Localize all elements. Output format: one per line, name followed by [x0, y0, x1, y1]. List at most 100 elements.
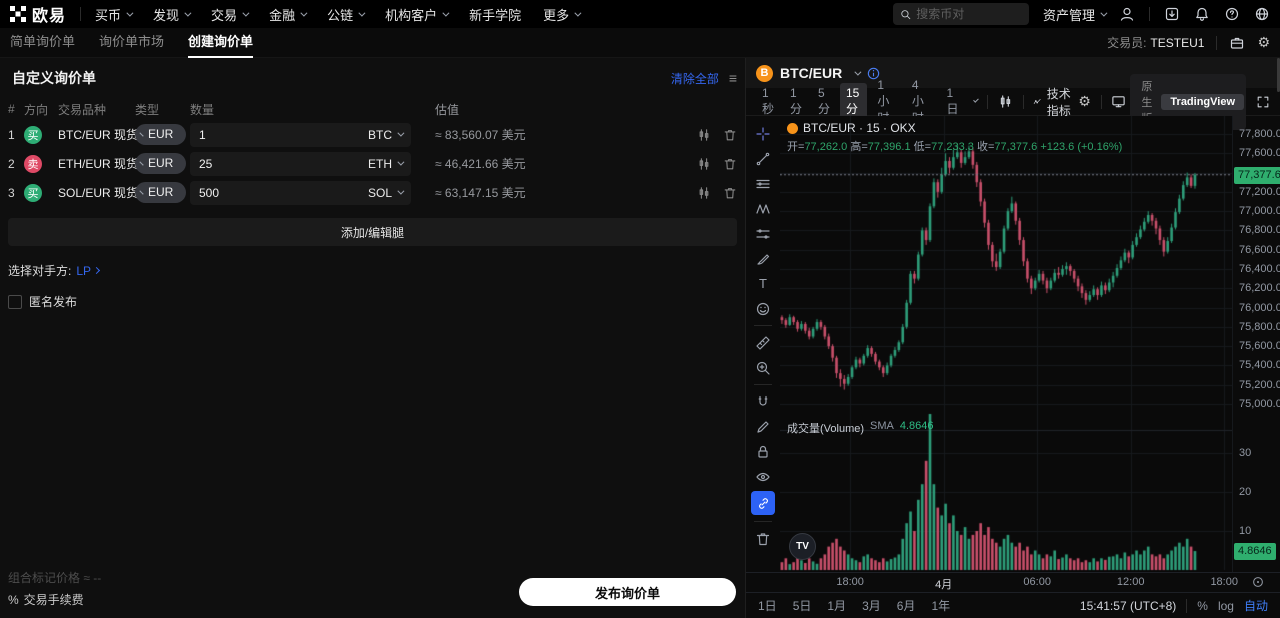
range-6mo[interactable]: 6月	[896, 599, 916, 613]
btc-coin-icon: B	[756, 64, 773, 82]
edit-lock-tool[interactable]	[750, 414, 776, 439]
download-app-icon[interactable]	[1164, 6, 1180, 22]
go-to-realtime-icon[interactable]	[1251, 575, 1265, 589]
page-scrollbar[interactable]	[1277, 58, 1280, 92]
hide-drawings-tool[interactable]	[750, 464, 776, 489]
range-1mo[interactable]: 1月	[827, 599, 847, 613]
range-1y[interactable]: 1年	[931, 599, 951, 613]
pair-selector[interactable]: BTC/EUR 现货	[58, 126, 144, 143]
time-axis[interactable]: 18:00 4月 06:00 12:00 18:00	[746, 572, 1280, 592]
percent-scale-toggle[interactable]: %	[1197, 598, 1208, 613]
indicators-button[interactable]: 技术指标	[1033, 85, 1074, 119]
publish-rfq-button[interactable]: 发布询价单	[519, 578, 736, 606]
price-axis[interactable]: 77,377.6 4.8646 77,800.077,600.077,400.0…	[1232, 116, 1280, 572]
nav-item-academy[interactable]: 新手学院	[469, 7, 522, 23]
user-icon[interactable]	[1119, 6, 1135, 22]
search-box[interactable]	[892, 3, 1029, 25]
price-tick-label: 77,000.0	[1239, 205, 1280, 218]
clear-all-link[interactable]: 清除全部	[670, 71, 719, 86]
remove-drawings-trash-tool[interactable]	[750, 526, 776, 551]
xabcd-pattern-tool[interactable]	[750, 196, 776, 221]
tab-simple-rfq[interactable]: 简单询价单	[10, 33, 76, 49]
nav-item-discover[interactable]: 发现	[153, 5, 192, 24]
unit-dropdown[interactable]: BTC	[368, 128, 405, 142]
nav-item-trade[interactable]: 交易	[211, 5, 250, 24]
unit-dropdown[interactable]: SOL	[368, 186, 405, 200]
nav-item-finance[interactable]: 金融	[269, 5, 308, 24]
layout-icon[interactable]	[1111, 94, 1126, 109]
pair-selector[interactable]: ETH/EUR 现货	[58, 155, 144, 172]
panel-menu-icon[interactable]: ≡	[728, 70, 737, 86]
auto-scale-toggle[interactable]: 自动	[1243, 599, 1268, 613]
chevron-down-icon[interactable]	[973, 97, 980, 104]
main-area: 自定义询价单 清除全部 ≡ # 方向 交易品种 类型 数量 估值 1 买 BTC…	[0, 58, 1280, 618]
measure-ruler-tool[interactable]	[750, 330, 776, 355]
type-pill[interactable]: EUR	[135, 124, 187, 145]
period-5m[interactable]: 5分	[818, 86, 831, 116]
period-1d[interactable]: 1日	[946, 86, 959, 116]
range-1d[interactable]: 1日	[758, 599, 777, 613]
fullscreen-icon[interactable]	[1256, 95, 1270, 109]
candlestick-chart-canvas[interactable]	[780, 116, 1232, 572]
nav-item-chain[interactable]: 公链	[327, 5, 366, 24]
lines-tool[interactable]	[750, 171, 776, 196]
magnet-tool[interactable]	[750, 389, 776, 414]
forecast-pattern-tool[interactable]	[750, 221, 776, 246]
chevron-down-icon[interactable]	[854, 68, 862, 76]
info-icon[interactable]	[866, 66, 881, 81]
type-pill[interactable]: EUR	[135, 153, 187, 174]
tab-rfq-market[interactable]: 询价单市场	[99, 33, 165, 49]
trendline-tool[interactable]	[750, 146, 776, 171]
nav-item-institutions[interactable]: 机构客户	[385, 5, 450, 24]
lock-all-tool[interactable]	[750, 439, 776, 464]
notifications-bell-icon[interactable]	[1194, 6, 1210, 22]
log-scale-toggle[interactable]: log	[1217, 598, 1234, 613]
depth-chart-icon[interactable]	[697, 128, 711, 142]
indicator-zigzag-icon	[1033, 99, 1041, 104]
sync-drawings-link-tool[interactable]	[751, 491, 775, 515]
amount-input[interactable]	[199, 156, 368, 171]
settings-gear-icon[interactable]: ⚙	[1257, 34, 1270, 50]
type-pill[interactable]: EUR	[135, 182, 187, 203]
asset-management-menu[interactable]: 资产管理	[1043, 5, 1108, 24]
leg-row: 3 买 SOL/EUR 现货 EUR SOL ≈ 63,147.15 美元	[0, 178, 745, 207]
zoom-in-tool[interactable]	[750, 355, 776, 380]
chart-settings-gear-icon[interactable]: ⚙	[1078, 93, 1091, 109]
counterparty-selector[interactable]: LP	[76, 264, 101, 278]
depth-chart-icon[interactable]	[697, 157, 711, 171]
unit-dropdown[interactable]: ETH	[368, 157, 405, 171]
tradingview-option[interactable]: TradingView	[1161, 93, 1245, 110]
nav-item-more[interactable]: 更多	[543, 5, 582, 24]
brush-tool[interactable]	[750, 246, 776, 271]
okx-logo[interactable]: 欧易	[10, 2, 66, 26]
range-5d[interactable]: 5日	[792, 599, 812, 613]
chart-style-icon[interactable]	[998, 94, 1013, 109]
anonymous-checkbox[interactable]	[8, 294, 22, 309]
range-3mo[interactable]: 3月	[862, 599, 881, 613]
chart-panel: B BTC/EUR 1秒 1分 5分 15分 1小时 4小时 1日 技术指标 ⚙	[746, 58, 1280, 618]
period-1s[interactable]: 1秒	[762, 86, 775, 116]
fee-label[interactable]: 交易手续费	[23, 593, 84, 607]
delete-leg-icon[interactable]	[723, 157, 737, 171]
depth-chart-icon[interactable]	[697, 186, 711, 200]
globe-language-icon[interactable]	[1254, 6, 1270, 22]
clock-utc[interactable]: 15:41:57 (UTC+8)	[1079, 598, 1177, 613]
amount-input[interactable]	[199, 185, 368, 200]
col-index: #	[8, 102, 15, 116]
delete-leg-icon[interactable]	[723, 128, 737, 142]
add-edit-legs-button[interactable]: 添加/编辑腿	[8, 218, 737, 246]
delete-leg-icon[interactable]	[723, 186, 737, 200]
search-input[interactable]	[916, 7, 1022, 21]
period-1m[interactable]: 1分	[790, 86, 803, 116]
pair-selector[interactable]: SOL/EUR 现货	[58, 184, 144, 201]
help-icon[interactable]	[1224, 6, 1240, 22]
tab-create-rfq[interactable]: 创建询价单	[188, 28, 254, 58]
period-15m[interactable]: 15分	[840, 83, 868, 120]
emoji-tool[interactable]	[750, 296, 776, 321]
amount-input[interactable]	[199, 127, 368, 142]
nav-item-buy-crypto[interactable]: 买币	[95, 5, 134, 24]
orders-box-icon[interactable]	[1229, 35, 1245, 51]
text-tool[interactable]: T	[759, 276, 767, 291]
crosshair-tool[interactable]	[750, 121, 776, 146]
tradingview-logo[interactable]: TV	[789, 533, 816, 560]
